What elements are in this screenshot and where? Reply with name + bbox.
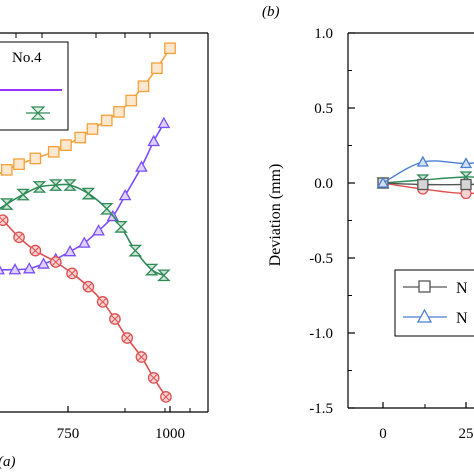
panel-a-hourglass-point [48, 179, 63, 191]
panel-a-triangle-point [147, 134, 160, 147]
panel-a-circle-x-point [13, 231, 25, 244]
panel-a-triangle-point [8, 263, 22, 275]
panel-a-square-point [137, 80, 150, 93]
panel-a-square-point [0, 163, 13, 176]
legend-marker-hourglass [30, 106, 46, 120]
panel-a-triangle-point [135, 160, 148, 172]
panel-b-legend-box [394, 269, 474, 337]
legend-entry-n1: N [456, 280, 468, 297]
panel-b-legend: N N [394, 269, 474, 337]
panel-a-triangle-point [78, 236, 91, 248]
panel-a-square-point [164, 42, 176, 55]
panel-a-x-ticks: 750 1000 [15, 33, 191, 442]
panel-b-square-point [417, 178, 429, 191]
panel-a-hourglass-point [16, 188, 30, 201]
panel-b-ticks: -1.5 -1.0 -0.5 0.0 0.5 1.0 0 25 [309, 26, 473, 442]
panel-b-square-point [460, 178, 472, 191]
panel-a-circle-x-point [135, 351, 148, 363]
panel-b-label: (b) [262, 4, 280, 20]
panel-a-circle-x-point [29, 244, 42, 257]
panel-b-x-tick-label: 25 [459, 426, 474, 442]
panel-a-hourglass-point [144, 263, 159, 276]
panel-a-triangle-point [118, 188, 132, 201]
panel-a-square-point [60, 139, 72, 151]
panel-a-square-point [151, 62, 163, 75]
panel-a-hourglass-point [32, 181, 47, 193]
panel-b-y-tick-label: -0.5 [309, 251, 333, 267]
panel-a-circle-x-point [109, 313, 121, 325]
legend-marker-triangle [416, 308, 433, 323]
panel-a-circle-x-point [82, 280, 95, 293]
panel-b-triangle-point [416, 155, 429, 167]
panel-a-square-point [74, 131, 87, 144]
panel-b-y-tick-label: 0.0 [314, 176, 333, 192]
panel-a-hourglass-point [157, 269, 171, 282]
panel-a-circle-x-point [96, 296, 109, 308]
panel-a-x-tick-label: 1000 [155, 426, 185, 442]
panel-b-y-tick-label: 1.0 [314, 26, 333, 42]
panel-a-triangle-point [0, 265, 5, 275]
panel-a-hourglass-point [99, 202, 114, 215]
panel-a-marks [0, 42, 176, 403]
panel-a-hourglass-point [81, 187, 96, 200]
panel-a-legend-box [0, 41, 69, 131]
panel-b-triangle-point [459, 157, 473, 169]
panel-a-square-point [100, 114, 113, 127]
panel-b-y-axis-label: Deviation (mm) [267, 164, 284, 267]
panel-a-square-point [47, 145, 60, 158]
panel-a-label: (a) [0, 454, 16, 470]
panel-b-x-tick-label: 0 [379, 426, 387, 442]
legend-entry-n2: N [456, 310, 468, 327]
panel-a-square-point [13, 158, 25, 170]
panel-a-circle-x-point [160, 391, 172, 403]
panel-a-triangle-point [37, 257, 50, 269]
panel-a-hourglass-point [63, 179, 77, 191]
legend-entry-no4: No.4 [12, 50, 42, 66]
panel-a-triangle-point [63, 245, 77, 257]
legend-marker-square [418, 280, 431, 293]
panel-a-hourglass-point [0, 198, 14, 210]
panel-b-y-tick-label: 0.5 [314, 101, 333, 117]
panel-b-triangle-point [376, 176, 390, 188]
panel-a: 750 1000 (a) No.4 [0, 32, 209, 470]
panel-a-triangle-point [22, 262, 36, 274]
panel-a-circle-x-point [49, 256, 62, 268]
panel-a-circle-x-point [147, 372, 160, 384]
panel-a-hourglass-point [128, 244, 143, 257]
panel-a-legend: No.4 [0, 41, 69, 131]
panel-a-square-point [86, 123, 99, 135]
panel-b-y-tick-label: -1.0 [309, 326, 333, 342]
panel-a-series-circle-x-line [0, 216, 167, 398]
panel-b: (b) Deviation (mm) -1.5 -1.0 -0.5 0.0 0.5 1.0… [262, 4, 474, 442]
panel-a-square-point [29, 152, 42, 165]
panel-a-circle-x-point [0, 214, 9, 227]
panel-a-circle-x-point [121, 332, 134, 344]
panel-a-circle-x-point [66, 267, 78, 280]
panel-a-hourglass-point [114, 221, 128, 233]
panel-a-square-point [113, 106, 125, 118]
panel-a-square-point [125, 94, 138, 107]
panel-a-triangle-point [92, 224, 105, 236]
panel-b-y-tick-label: -1.5 [309, 401, 333, 417]
panel-a-x-tick-label: 750 [57, 426, 80, 442]
panel-b-marks [376, 155, 474, 200]
panel-a-triangle-point [157, 116, 171, 129]
